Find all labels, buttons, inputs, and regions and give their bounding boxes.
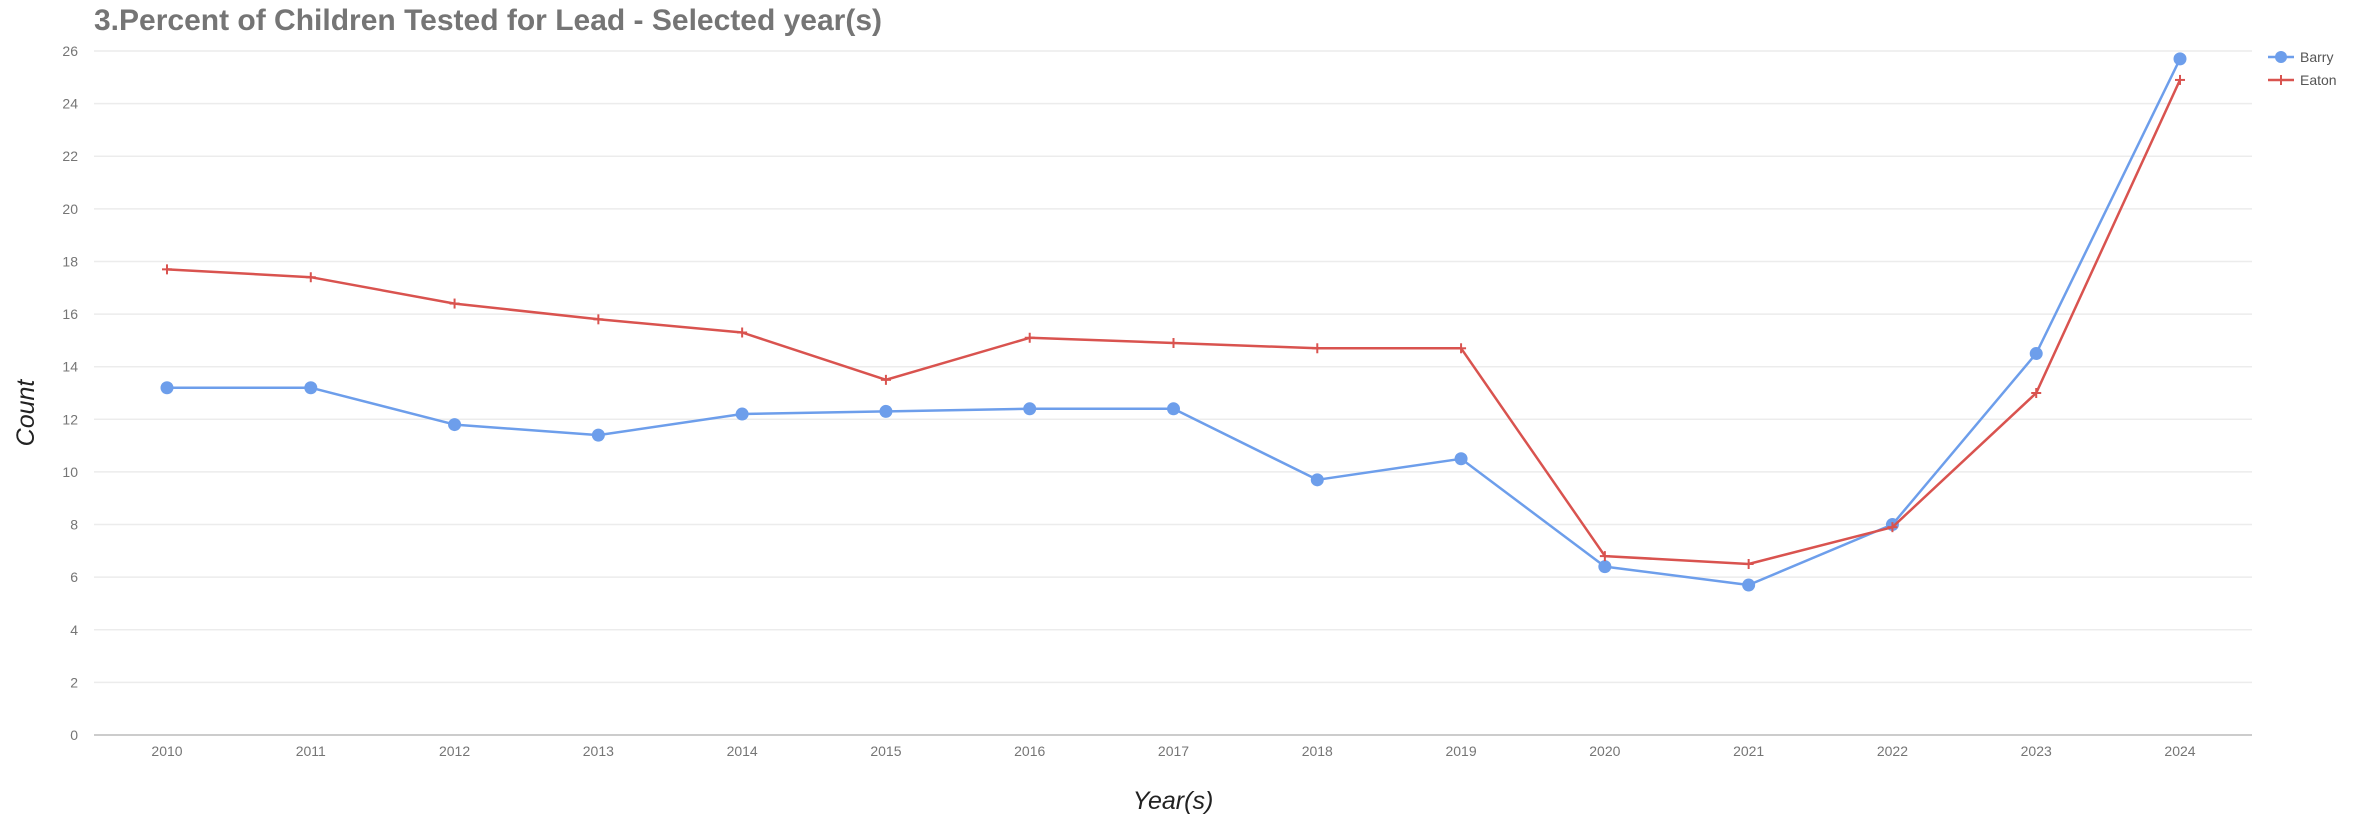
x-axis-label: Year(s)	[1133, 787, 1214, 815]
x-tick-label: 2024	[2164, 743, 2195, 759]
x-tick-labels: 2010 2011 2012 2013 2014 2015 2016 2017 2018 2019…	[151, 743, 2195, 759]
x-tick-label: 2012	[439, 743, 470, 759]
x-tick-label: 2014	[727, 743, 758, 759]
data-point	[1168, 338, 1179, 349]
data-point	[1887, 522, 1898, 533]
legend-item-barry: Barry	[2268, 49, 2333, 65]
x-tick-label: 2011	[296, 743, 326, 759]
data-point	[2029, 347, 2043, 361]
legend-label: Eaton	[2300, 72, 2337, 88]
y-axis-label: Count	[12, 379, 40, 447]
y-tick-label: 24	[62, 96, 78, 112]
x-tick-label: 2016	[1014, 743, 1045, 759]
series-line-barry	[167, 58, 2182, 587]
data-point	[2175, 74, 2185, 85]
x-tick-label: 2013	[583, 743, 614, 759]
data-point	[1742, 578, 1756, 592]
data-point	[593, 314, 604, 325]
data-point	[449, 298, 460, 309]
y-tick-label: 12	[62, 411, 78, 427]
y-tick-label: 8	[70, 517, 78, 533]
x-tick-label: 2021	[1733, 743, 1764, 759]
series-barry	[160, 52, 2187, 592]
legend-item-eaton: Eaton	[2268, 72, 2337, 88]
legend-marker	[2275, 51, 2287, 63]
data-point	[1456, 343, 1467, 354]
y-tick-label: 6	[70, 569, 78, 585]
y-tick-label: 26	[62, 43, 78, 59]
x-tick-label: 2018	[1302, 743, 1333, 759]
data-point	[1743, 559, 1754, 569]
legend: Barry Eaton	[2268, 49, 2337, 88]
data-point	[1312, 343, 1323, 354]
data-point	[1454, 452, 1468, 466]
y-tick-label: 2	[70, 674, 78, 690]
data-point	[448, 418, 462, 432]
data-point	[737, 327, 748, 338]
data-point	[1310, 473, 1324, 487]
x-tick-label: 2023	[2021, 743, 2052, 759]
x-tick-label: 2015	[870, 743, 901, 759]
data-point	[305, 272, 316, 283]
legend-label: Barry	[2300, 49, 2333, 65]
data-point	[2031, 388, 2042, 398]
data-point	[1598, 560, 1612, 574]
data-point	[735, 407, 749, 421]
series-eaton	[162, 74, 2185, 569]
y-tick-label: 14	[62, 359, 78, 375]
data-point	[1024, 332, 1035, 343]
data-point	[1167, 402, 1180, 416]
series-line-eaton	[166, 79, 2182, 566]
x-tick-label: 2022	[1877, 743, 1908, 759]
x-tick-label: 2010	[151, 743, 182, 759]
data-point	[304, 381, 318, 395]
data-point	[879, 404, 893, 418]
data-point	[160, 381, 174, 395]
data-point	[1599, 551, 1610, 562]
data-point	[591, 428, 605, 442]
gridlines	[94, 50, 2252, 684]
y-tick-label: 0	[70, 727, 78, 743]
data-point	[2173, 52, 2187, 66]
y-tick-label: 10	[62, 464, 78, 480]
y-tick-label: 16	[62, 306, 78, 322]
series-lines	[160, 52, 2187, 592]
x-tick-label: 2019	[1445, 743, 1476, 759]
data-point	[1023, 402, 1037, 416]
x-tick-label: 2020	[1589, 743, 1620, 759]
data-point	[880, 374, 891, 385]
legend-marker	[2276, 75, 2286, 85]
chart-title: 3.Percent of Children Tested for Lead - …	[94, 4, 882, 37]
x-tick-label: 2017	[1158, 743, 1189, 759]
y-tick-label: 20	[62, 201, 78, 217]
y-tick-label: 18	[62, 253, 78, 269]
data-point	[162, 264, 172, 275]
y-tick-label: 22	[62, 148, 78, 164]
y-tick-label: 4	[70, 622, 78, 638]
